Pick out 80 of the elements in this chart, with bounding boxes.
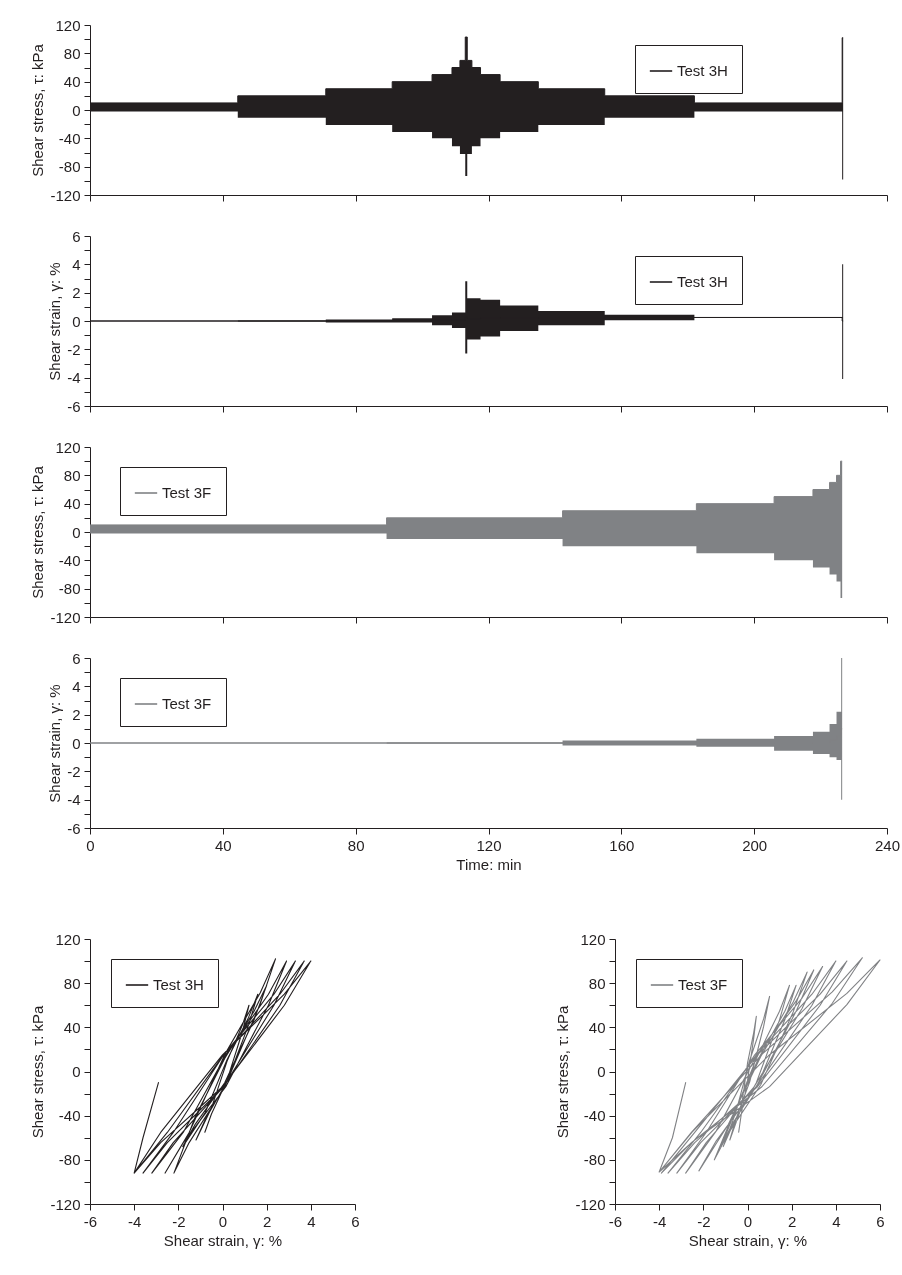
- x-tick-label: 0: [218, 1212, 228, 1230]
- x-tick-label: 160: [609, 836, 635, 854]
- y-tick-label: -4: [67, 791, 81, 809]
- y-tick-label: 0: [597, 1063, 606, 1080]
- x-tick-label: 200: [742, 836, 768, 854]
- x-tick-label: 2: [262, 1212, 272, 1230]
- y-tick-label: 80: [63, 974, 81, 992]
- x-axis-title: Shear strain, γ: %: [688, 1231, 808, 1249]
- y-tick-label: 4: [72, 255, 81, 273]
- y-tick-label: -2: [67, 340, 81, 358]
- x-tick-label: 0: [743, 1212, 753, 1230]
- y-tick-label: -80: [583, 1151, 606, 1169]
- x-axis-title: Time: min: [456, 855, 522, 873]
- y-tick-label: -120: [50, 1195, 81, 1213]
- y-tick-label: 120: [55, 16, 81, 34]
- legend-label: Test 3H: [677, 62, 728, 79]
- y-tick-label: 0: [72, 101, 81, 119]
- y-tick-label: 6: [72, 227, 81, 245]
- y-axis-title: Shear strain, γ: %: [46, 684, 64, 803]
- x-tick-label: 40: [214, 836, 232, 854]
- x-tick-label: 2: [787, 1212, 797, 1230]
- y-tick-label: -120: [575, 1195, 606, 1213]
- y-tick-label: 120: [55, 930, 81, 948]
- y-tick-label: 0: [72, 523, 81, 541]
- y-tick-label: -120: [50, 186, 81, 204]
- x-tick-label: -4: [652, 1212, 667, 1230]
- y-tick-label: 120: [580, 930, 606, 948]
- y-tick-label: 0: [72, 734, 81, 752]
- y-axis-title: Shear stress, τ: kPa: [29, 1005, 47, 1139]
- x-tick-label: 120: [476, 836, 502, 854]
- y-tick-label: 2: [72, 706, 81, 724]
- x-tick-label: 4: [832, 1212, 841, 1230]
- y-tick-label: -120: [50, 608, 81, 626]
- y-axis-title: Shear strain, γ: %: [46, 262, 64, 381]
- x-tick-label: 4: [307, 1212, 316, 1230]
- y-axis-title: Shear stress, τ: kPa: [29, 465, 47, 599]
- y-tick-label: 0: [72, 312, 81, 330]
- x-tick-label: 6: [876, 1212, 885, 1230]
- y-tick-label: 80: [63, 44, 81, 62]
- x-tick-label: -2: [172, 1212, 186, 1230]
- y-tick-label: -80: [58, 580, 81, 598]
- x-axis-title: Shear strain, γ: %: [163, 1231, 283, 1249]
- y-tick-label: -6: [67, 819, 81, 837]
- y-tick-label: -40: [58, 1107, 81, 1125]
- x-tick-label: -6: [608, 1212, 623, 1230]
- x-tick-label: 240: [874, 836, 901, 854]
- x-tick-label: -6: [83, 1212, 98, 1230]
- y-tick-label: 0: [72, 1063, 81, 1080]
- legend-label: Test 3F: [162, 484, 212, 501]
- y-tick-label: 4: [72, 677, 81, 695]
- y-tick-label: 40: [63, 495, 81, 513]
- y-axis-title: Shear stress, τ: kPa: [554, 1005, 572, 1139]
- y-tick-label: -40: [58, 129, 81, 147]
- legend-label: Test 3H: [153, 976, 204, 993]
- x-tick-label: 6: [351, 1212, 360, 1230]
- y-tick-label: -2: [67, 762, 81, 780]
- y-tick-label: 2: [72, 284, 81, 302]
- y-tick-label: -4: [67, 369, 81, 387]
- y-tick-label: -80: [58, 158, 81, 176]
- y-tick-label: -40: [58, 551, 81, 569]
- y-tick-label: 80: [588, 974, 606, 992]
- line-series: [658, 957, 881, 1174]
- y-tick-label: -6: [67, 397, 81, 415]
- x-tick-label: -2: [697, 1212, 711, 1230]
- legend-label: Test 3F: [162, 695, 212, 712]
- y-tick-label: 80: [63, 466, 81, 484]
- y-tick-label: 40: [63, 1018, 81, 1036]
- y-axis-title: Shear stress, τ: kPa: [29, 43, 47, 177]
- x-tick-label: -4: [127, 1212, 142, 1230]
- y-tick-label: 40: [63, 73, 81, 91]
- y-tick-label: 40: [588, 1018, 606, 1036]
- line-series: [133, 958, 312, 1174]
- x-tick-label: 0: [86, 836, 95, 854]
- y-tick-label: 6: [72, 649, 81, 667]
- y-tick-label: -80: [58, 1151, 81, 1169]
- legend-label: Test 3H: [677, 273, 728, 290]
- legend-label: Test 3F: [678, 976, 728, 993]
- y-tick-label: 120: [55, 438, 81, 456]
- y-tick-label: -40: [583, 1107, 606, 1125]
- x-tick-label: 80: [347, 836, 365, 854]
